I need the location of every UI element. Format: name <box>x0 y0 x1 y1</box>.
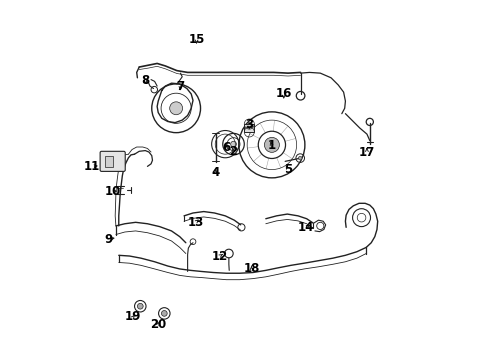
Text: 7: 7 <box>176 80 185 93</box>
FancyBboxPatch shape <box>100 151 125 171</box>
Text: 17: 17 <box>359 145 375 158</box>
Text: 4: 4 <box>212 166 220 179</box>
Circle shape <box>298 156 302 160</box>
Text: 9: 9 <box>104 233 113 246</box>
Text: 8: 8 <box>141 74 149 87</box>
Text: 20: 20 <box>150 318 166 331</box>
Circle shape <box>137 303 143 309</box>
Text: 11: 11 <box>83 160 99 173</box>
Text: 1: 1 <box>268 139 276 152</box>
Text: 15: 15 <box>188 33 205 46</box>
Text: 6: 6 <box>222 141 230 154</box>
Text: 13: 13 <box>187 216 204 229</box>
Circle shape <box>231 141 236 147</box>
Text: 14: 14 <box>298 221 314 234</box>
Text: 18: 18 <box>243 262 260 275</box>
Text: 16: 16 <box>275 87 292 100</box>
Text: 12: 12 <box>212 249 228 262</box>
Circle shape <box>265 138 279 152</box>
Text: 10: 10 <box>104 185 121 198</box>
Text: 2: 2 <box>229 145 238 158</box>
Bar <box>105 156 113 167</box>
Circle shape <box>170 102 183 115</box>
Circle shape <box>161 311 167 316</box>
Bar <box>245 124 254 132</box>
Text: 19: 19 <box>125 310 141 324</box>
Text: 5: 5 <box>284 163 292 176</box>
Text: 3: 3 <box>245 118 253 131</box>
